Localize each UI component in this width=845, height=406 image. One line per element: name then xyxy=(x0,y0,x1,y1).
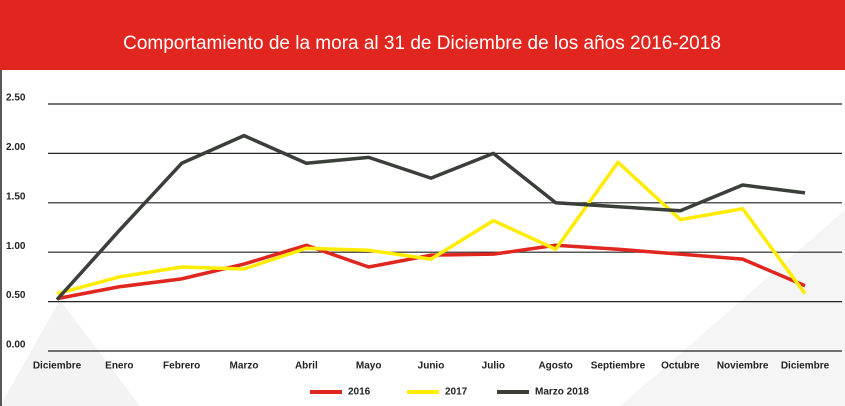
y-tick-label: 2.50 xyxy=(6,93,26,104)
y-tick-label: 0.50 xyxy=(6,290,26,301)
x-tick-label: Febrero xyxy=(163,361,200,372)
x-tick-label: Julio xyxy=(482,361,505,372)
x-tick-label: Enero xyxy=(105,361,133,372)
chart-title: Comportamiento de la mora al 31 de Dicie… xyxy=(123,33,721,54)
x-tick-label: Septiembre xyxy=(591,361,646,372)
x-tick-label: Junio xyxy=(418,361,445,372)
legend-label: 2017 xyxy=(445,387,468,398)
x-tick-label: Marzo xyxy=(230,361,259,372)
legend-label: Marzo 2018 xyxy=(535,387,589,398)
y-tick-label: 1.00 xyxy=(6,241,26,252)
background-shape xyxy=(620,210,845,406)
x-tick-label: Diciembre xyxy=(33,361,82,372)
x-tick-label: Agosto xyxy=(538,361,572,372)
x-tick-label: Diciembre xyxy=(781,361,830,372)
x-tick-label: Abril xyxy=(295,361,318,372)
y-tick-label: 1.50 xyxy=(6,191,26,202)
x-tick-label: Mayo xyxy=(356,361,382,372)
background-shape xyxy=(0,300,140,406)
series-line xyxy=(55,133,806,301)
series-line xyxy=(56,160,807,296)
header-band xyxy=(0,0,845,70)
series-line xyxy=(56,243,806,301)
x-tick-label: Octubre xyxy=(661,361,700,372)
y-tick-label: 2.00 xyxy=(6,142,26,153)
x-tick-label: Noviembre xyxy=(717,361,769,372)
y-tick-label: 0.00 xyxy=(6,340,26,351)
legend-label: 2016 xyxy=(348,387,371,398)
